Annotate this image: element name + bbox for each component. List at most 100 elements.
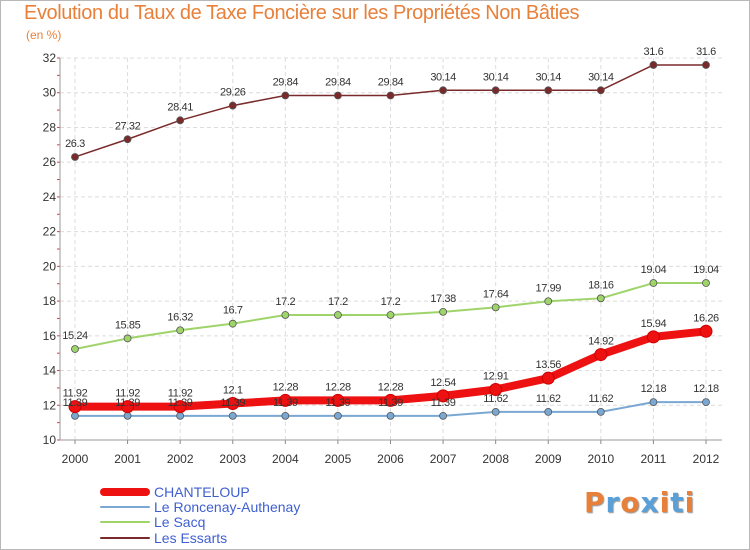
data-label-le-sacq: 17.2 [275, 296, 295, 308]
data-point-le-sacq [596, 294, 605, 303]
x-tick-label: 2008 [482, 452, 509, 466]
data-label-le-roncenay-authenay: 11.39 [63, 397, 88, 409]
y-tick-label: 12 [43, 398, 57, 412]
data-point-le-sacq [123, 334, 132, 343]
data-label-le-roncenay-authenay: 11.39 [378, 397, 403, 409]
data-point-chanteloup [173, 400, 187, 414]
x-tick-label: 2001 [114, 452, 141, 466]
data-label-le-roncenay-authenay: 12.18 [641, 383, 667, 395]
x-tick-label: 2007 [430, 452, 457, 466]
data-point-les-essarts [491, 86, 500, 95]
data-point-le-sacq [491, 303, 500, 312]
y-tick-label: 20 [43, 259, 57, 273]
data-point-le-roncenay-authenay [491, 407, 500, 416]
data-point-le-roncenay-authenay [281, 411, 290, 420]
data-label-les-essarts: 28.41 [167, 101, 193, 113]
data-point-le-sacq [334, 311, 342, 319]
data-point-chanteloup [541, 371, 555, 385]
data-label-le-sacq: 16.7 [223, 305, 243, 317]
data-label-les-essarts: 30.14 [483, 71, 509, 83]
legend-item-chanteloup: CHANTELOUP [100, 484, 250, 500]
data-label-le-roncenay-authenay: 11.39 [168, 397, 193, 409]
x-tick-label: 2011 [641, 452, 667, 466]
legend-swatch [100, 537, 150, 539]
data-point-chanteloup [331, 393, 345, 407]
x-tick-label: 2006 [377, 452, 404, 466]
data-point-le-roncenay-authenay [71, 411, 79, 420]
data-point-chanteloup [68, 400, 82, 414]
data-label-chanteloup: 12.28 [325, 381, 351, 393]
data-label-le-roncenay-authenay: 11.39 [326, 397, 351, 409]
y-tick-label: 28 [43, 120, 57, 134]
data-point-les-essarts [176, 116, 185, 125]
data-label-les-essarts: 31.6 [696, 46, 716, 58]
data-label-le-sacq: 17.64 [483, 288, 509, 300]
legend-item-les-essarts: Les Essarts [100, 530, 227, 546]
data-label-les-essarts: 29.84 [325, 77, 351, 89]
legend-swatch [100, 488, 150, 496]
data-point-les-essarts [596, 86, 605, 95]
data-label-le-sacq: 15.85 [115, 319, 141, 331]
data-label-les-essarts: 30.14 [430, 71, 456, 83]
y-tick-label: 32 [43, 51, 57, 65]
x-tick-label: 2000 [62, 452, 89, 466]
data-label-chanteloup: 12.28 [378, 381, 404, 393]
data-point-le-roncenay-authenay [123, 411, 132, 420]
data-point-chanteloup [278, 393, 292, 407]
y-tick-label: 18 [43, 294, 57, 308]
y-tick-label: 16 [43, 329, 57, 343]
data-point-le-sacq [702, 279, 710, 287]
x-tick-label: 2004 [272, 452, 299, 466]
y-tick-label: 26 [43, 155, 57, 169]
data-point-le-sacq [386, 311, 395, 319]
data-label-chanteloup: 16.26 [693, 312, 719, 324]
data-label-chanteloup: 13.56 [535, 359, 561, 371]
data-label-le-sacq: 16.32 [167, 311, 193, 323]
legend-label: Le Roncenay-Authenay [154, 499, 301, 515]
data-label-le-sacq: 19.04 [693, 264, 719, 276]
data-label-le-sacq: 19.04 [641, 264, 667, 276]
legend-label: CHANTELOUP [154, 484, 250, 500]
data-label-le-sacq: 17.38 [430, 293, 456, 305]
data-point-chanteloup [436, 389, 450, 403]
data-point-le-roncenay-authenay [439, 411, 447, 420]
y-tick-label: 24 [43, 190, 57, 204]
legend-item-le-roncenay-authenay: Le Roncenay-Authenay [100, 499, 300, 515]
data-point-le-sacq [439, 307, 447, 316]
x-tick-label: 2003 [219, 452, 246, 466]
data-point-le-roncenay-authenay [649, 398, 658, 407]
data-label-chanteloup: 12.1 [223, 385, 243, 397]
x-tick-label: 2002 [167, 452, 194, 466]
data-point-le-roncenay-authenay [334, 411, 342, 420]
data-point-le-roncenay-authenay [544, 407, 553, 416]
data-label-les-essarts: 29.84 [273, 77, 299, 89]
data-label-le-sacq: 15.24 [62, 330, 88, 342]
data-label-le-sacq: 17.2 [381, 296, 401, 308]
data-point-les-essarts [228, 101, 237, 110]
legend-swatch [100, 521, 150, 523]
data-label-les-essarts: 29.84 [378, 77, 404, 89]
x-tick-label: 2012 [693, 452, 720, 466]
x-tick-label: 2009 [535, 452, 562, 466]
data-point-chanteloup [699, 324, 713, 338]
legend-label: Les Essarts [154, 530, 228, 546]
data-label-le-roncenay-authenay: 11.62 [536, 393, 561, 405]
data-label-chanteloup: 15.94 [641, 318, 667, 330]
data-point-le-sacq [281, 311, 290, 319]
data-label-les-essarts: 27.32 [115, 120, 141, 132]
data-point-le-roncenay-authenay [176, 411, 185, 420]
data-label-chanteloup: 12.28 [273, 381, 299, 393]
data-label-les-essarts: 31.6 [644, 46, 664, 58]
data-point-les-essarts [334, 91, 342, 100]
data-label-le-roncenay-authenay: 11.62 [483, 393, 508, 405]
data-point-les-essarts [71, 153, 79, 161]
data-label-les-essarts: 30.14 [588, 71, 614, 83]
y-tick-label: 30 [43, 86, 57, 100]
x-tick-label: 2010 [587, 452, 614, 466]
data-label-le-roncenay-authenay: 12.18 [693, 383, 719, 395]
data-point-les-essarts [281, 91, 290, 100]
proxiti-logo: Proxiti [584, 486, 696, 519]
data-point-les-essarts [544, 86, 553, 95]
data-label-le-roncenay-authenay: 11.62 [588, 393, 613, 405]
